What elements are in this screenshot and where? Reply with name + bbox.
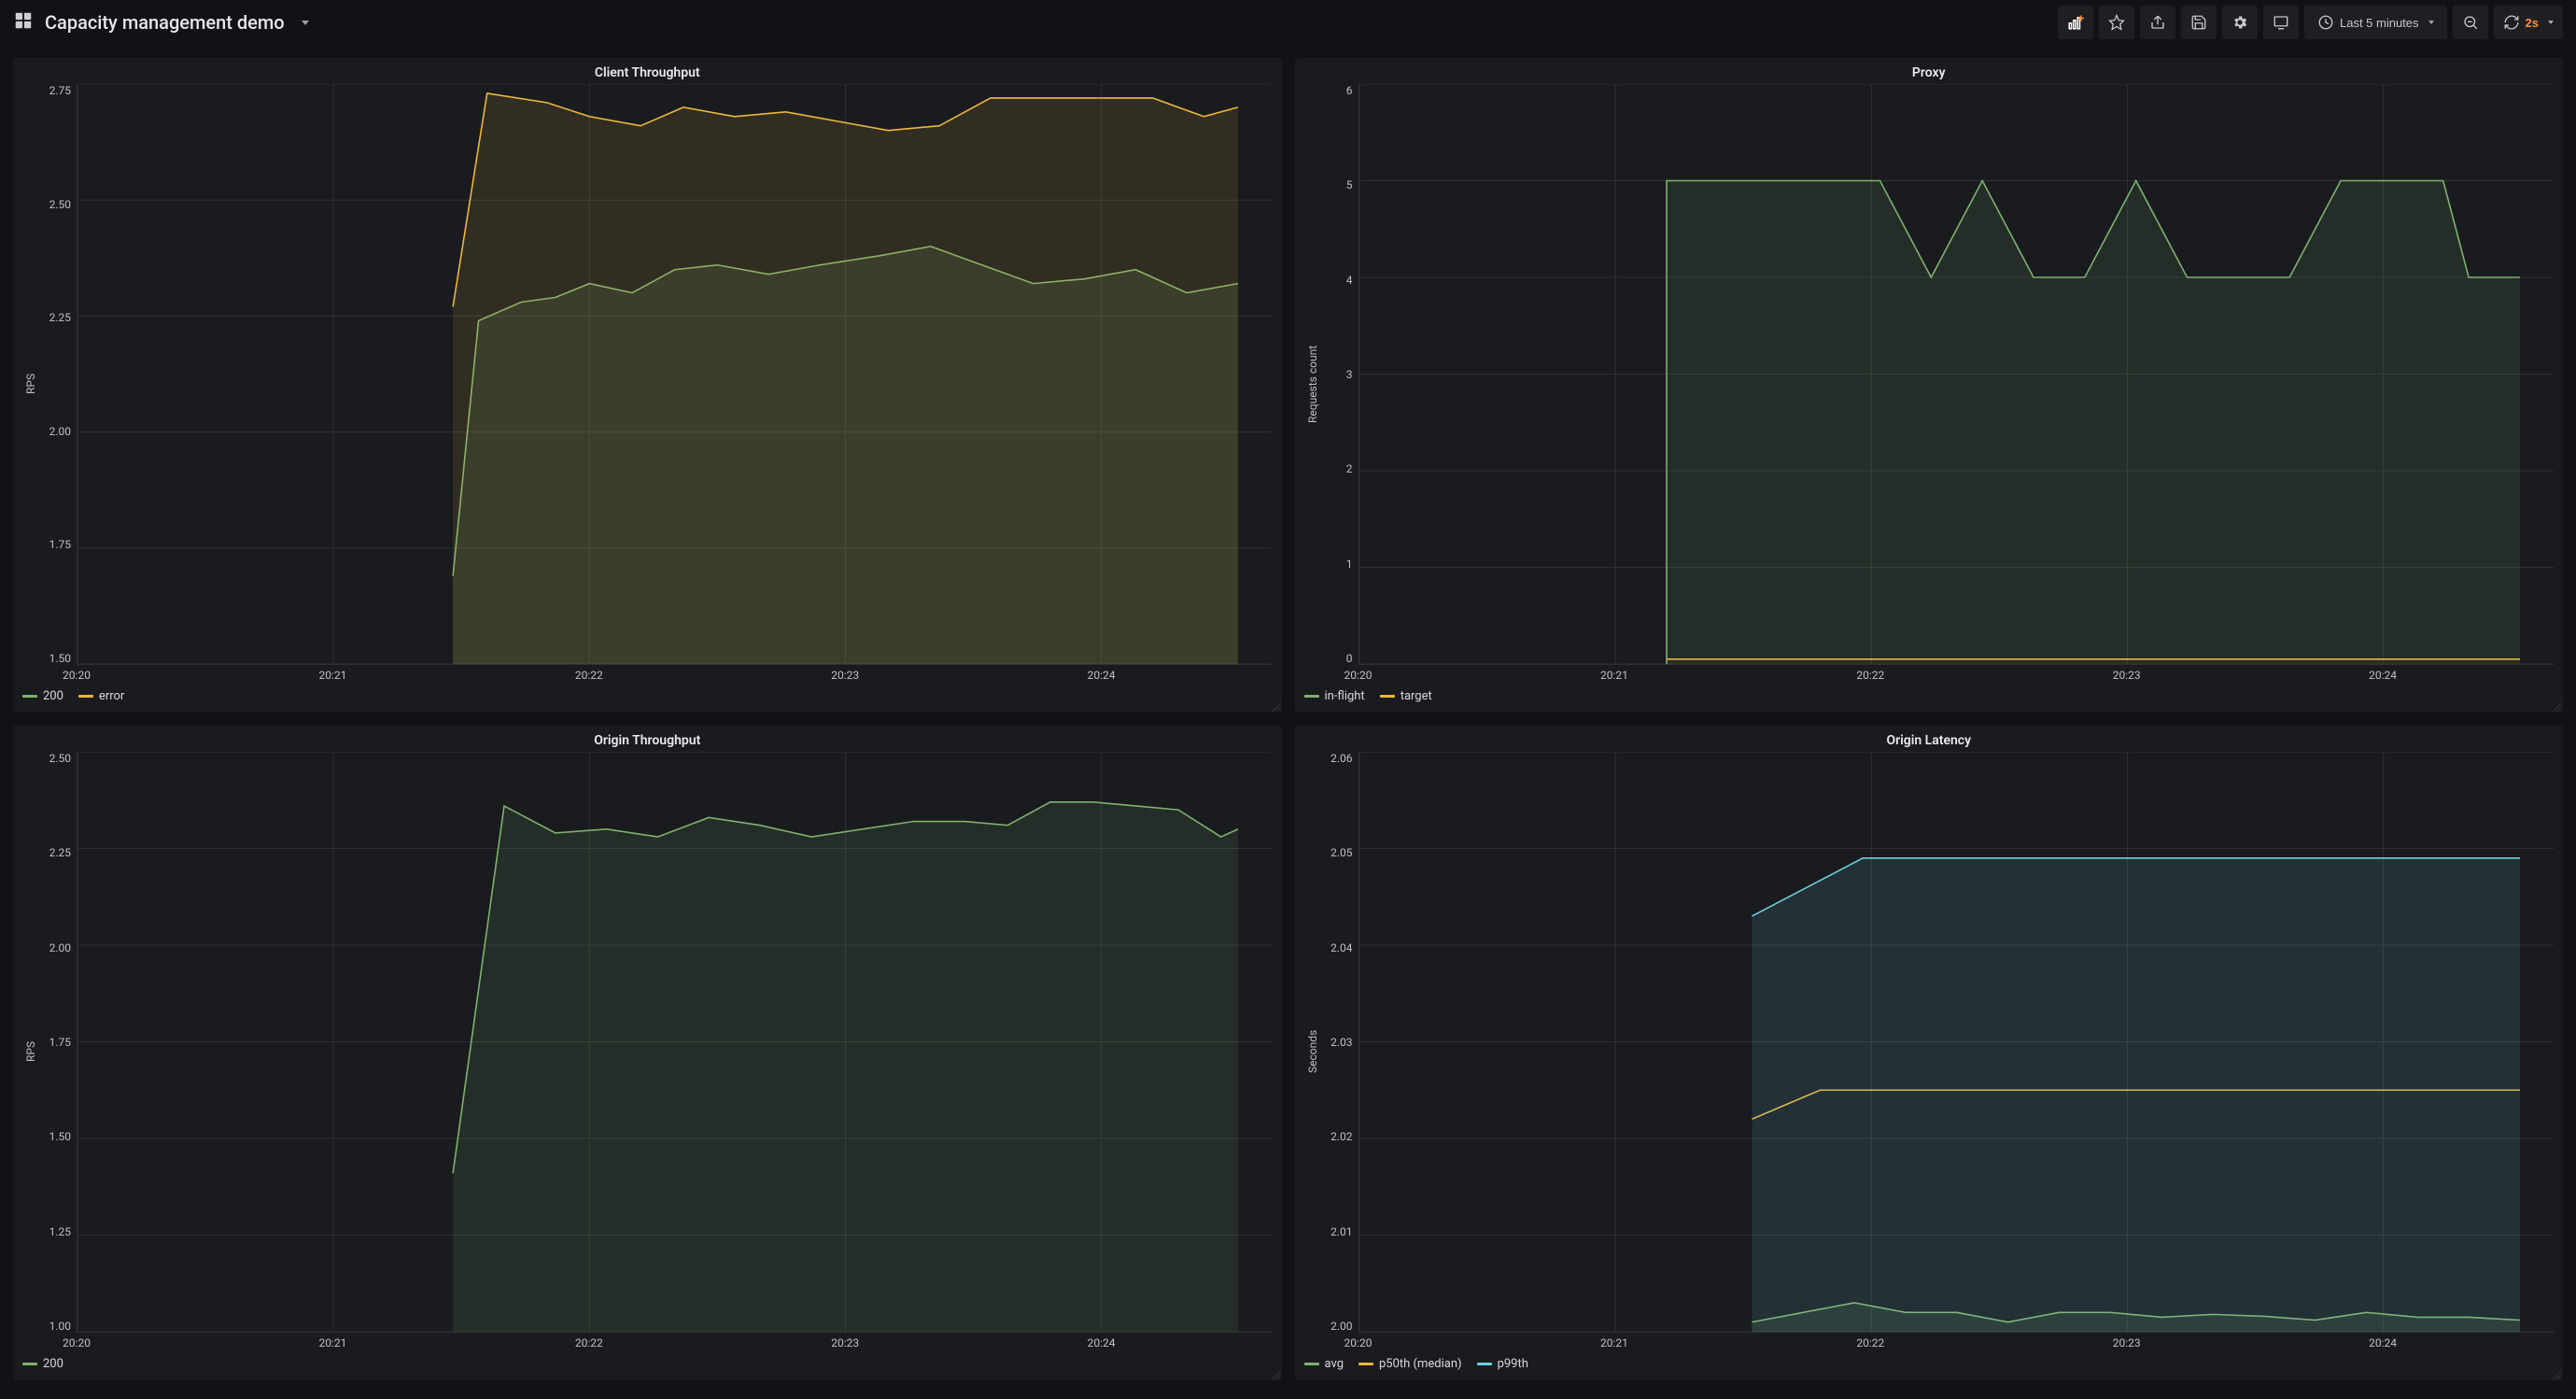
legend-item[interactable]: in-flight xyxy=(1304,689,1365,703)
toolbar: Last 5 minutes 2s xyxy=(2058,6,2563,39)
legend-label: avg xyxy=(1325,1357,1344,1371)
time-range-button[interactable]: Last 5 minutes xyxy=(2304,6,2447,39)
plot-area[interactable] xyxy=(1358,84,2555,665)
y-axis-label: RPS xyxy=(22,84,39,684)
zoom-out-button[interactable] xyxy=(2453,6,2488,39)
legend-label: 200 xyxy=(43,689,63,703)
panel-client-throughput[interactable]: Client ThroughputRPS2.752.502.252.001.75… xyxy=(13,58,1282,713)
panel-title: Origin Throughput xyxy=(22,731,1273,752)
legend-swatch xyxy=(1477,1363,1492,1365)
legend-swatch xyxy=(1304,1363,1319,1365)
x-axis-ticks: 20:2020:2120:2220:2320:24 xyxy=(39,1333,1273,1351)
y-axis-ticks: 2.752.502.252.001.751.50 xyxy=(39,84,77,665)
legend: in-flight target xyxy=(1304,684,2555,703)
y-axis-label: Requests count xyxy=(1304,84,1321,684)
legend-item[interactable]: 200 xyxy=(22,1357,63,1371)
resize-handle[interactable] xyxy=(2552,1369,2561,1378)
star-button[interactable] xyxy=(2099,6,2134,39)
share-button[interactable] xyxy=(2140,6,2175,39)
chevron-down-icon xyxy=(2428,21,2434,24)
refresh-rate: 2s xyxy=(2526,16,2539,30)
resize-handle[interactable] xyxy=(2552,701,2561,711)
chart: Requests count654321020:2020:2120:2220:2… xyxy=(1304,84,2555,684)
resize-handle[interactable] xyxy=(1271,701,1280,711)
x-axis-ticks: 20:2020:2120:2220:2320:24 xyxy=(1321,665,2555,684)
chevron-down-icon xyxy=(2548,21,2554,24)
y-axis-label: Seconds xyxy=(1304,752,1321,1351)
y-axis-ticks: 2.502.252.001.751.501.251.00 xyxy=(39,752,77,1333)
legend-item[interactable]: 200 xyxy=(22,689,63,703)
add-panel-button[interactable] xyxy=(2058,6,2093,39)
plot-area[interactable] xyxy=(1358,752,2555,1333)
legend-item[interactable]: target xyxy=(1380,689,1432,703)
chart: Seconds2.062.052.042.032.022.012.0020:20… xyxy=(1304,752,2555,1351)
top-bar: Capacity management demo Last 5 minutes xyxy=(0,0,2576,45)
chart: RPS2.502.252.001.751.501.251.0020:2020:2… xyxy=(22,752,1273,1351)
x-axis-ticks: 20:2020:2120:2220:2320:24 xyxy=(1321,1333,2555,1351)
chart: RPS2.752.502.252.001.751.5020:2020:2120:… xyxy=(22,84,1273,684)
plot-area[interactable] xyxy=(77,84,1273,665)
y-axis-ticks: 6543210 xyxy=(1321,84,1358,665)
legend-label: p50th (median) xyxy=(1379,1357,1462,1371)
legend-label: target xyxy=(1401,689,1432,703)
legend-swatch xyxy=(22,695,37,698)
y-axis-label: RPS xyxy=(22,752,39,1351)
legend-label: in-flight xyxy=(1325,689,1365,703)
refresh-button[interactable]: 2s xyxy=(2494,6,2563,39)
legend-swatch xyxy=(1380,695,1395,698)
save-button[interactable] xyxy=(2181,6,2217,39)
panel-title: Origin Latency xyxy=(1304,731,2555,752)
legend-item[interactable]: avg xyxy=(1304,1357,1344,1371)
time-range-label: Last 5 minutes xyxy=(2340,16,2419,30)
x-axis-ticks: 20:2020:2120:2220:2320:24 xyxy=(39,665,1273,684)
panel-title: Client Throughput xyxy=(22,64,1273,84)
legend-swatch xyxy=(22,1363,37,1365)
tv-mode-button[interactable] xyxy=(2263,6,2299,39)
legend-swatch xyxy=(78,695,93,698)
y-axis-ticks: 2.062.052.042.032.022.012.00 xyxy=(1321,752,1358,1333)
legend-swatch xyxy=(1358,1363,1373,1365)
legend-swatch xyxy=(1304,695,1319,698)
legend-label: error xyxy=(99,689,124,703)
legend: avg p50th (median) p99th xyxy=(1304,1351,2555,1371)
dashboard-title: Capacity management demo xyxy=(45,11,285,34)
legend-label: p99th xyxy=(1498,1357,1528,1371)
plot-area[interactable] xyxy=(77,752,1273,1333)
legend-item[interactable]: error xyxy=(78,689,124,703)
resize-handle[interactable] xyxy=(1271,1369,1280,1378)
panel-origin-latency[interactable]: Origin LatencySeconds2.062.052.042.032.0… xyxy=(1295,726,2564,1380)
legend-label: 200 xyxy=(43,1357,63,1371)
panel-origin-throughput[interactable]: Origin ThroughputRPS2.502.252.001.751.50… xyxy=(13,726,1282,1380)
panel-title: Proxy xyxy=(1304,64,2555,84)
legend: 200 error xyxy=(22,684,1273,703)
legend-item[interactable]: p50th (median) xyxy=(1358,1357,1462,1371)
settings-button[interactable] xyxy=(2222,6,2258,39)
chevron-down-icon xyxy=(302,21,309,25)
dashboard-title-group[interactable]: Capacity management demo xyxy=(13,10,2050,35)
dashboard-grid: Client ThroughputRPS2.752.502.252.001.75… xyxy=(0,45,2576,1393)
legend: 200 xyxy=(22,1351,1273,1371)
apps-icon xyxy=(13,10,34,35)
panel-proxy[interactable]: ProxyRequests count654321020:2020:2120:2… xyxy=(1295,58,2564,713)
legend-item[interactable]: p99th xyxy=(1477,1357,1528,1371)
